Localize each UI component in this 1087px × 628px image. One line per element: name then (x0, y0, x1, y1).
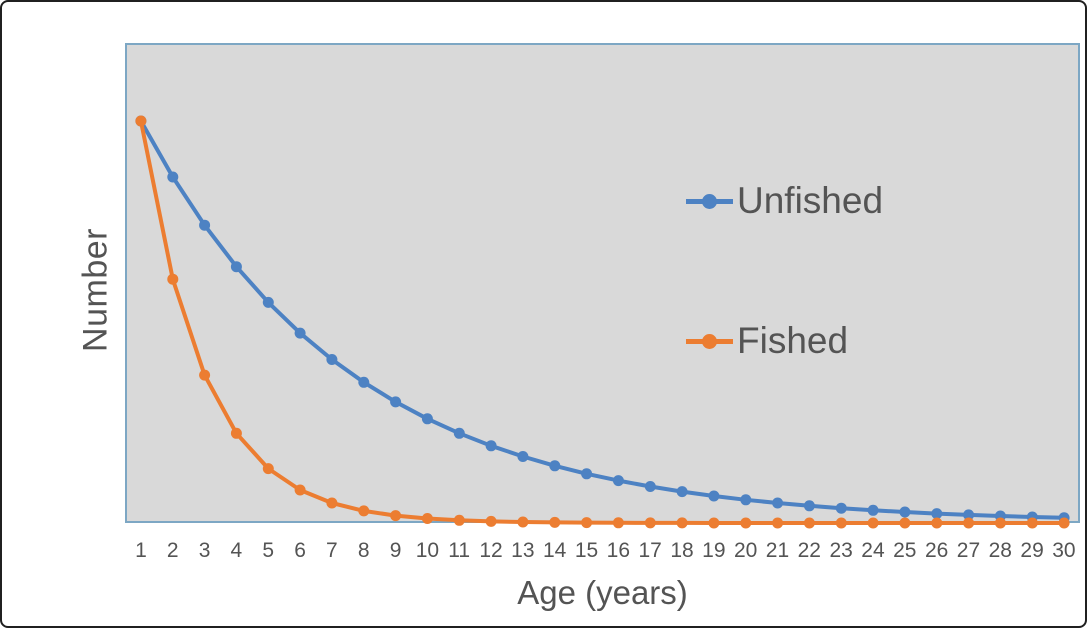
x-tick-label-26: 26 (924, 539, 949, 562)
unfished-series-marker-icon (686, 180, 733, 222)
x-tick-label-8: 8 (357, 539, 370, 562)
x-tick-label-19: 19 (702, 539, 726, 562)
x-tick-label-15: 15 (574, 539, 599, 562)
legend-item-fished: Fished (686, 320, 848, 362)
legend-item-unfished: Unfished (686, 180, 883, 222)
y-axis-title: Number (76, 228, 115, 352)
x-tick-label-18: 18 (670, 539, 694, 562)
x-tick-label-11: 11 (448, 539, 471, 562)
x-tick-label-17: 17 (638, 539, 662, 562)
x-axis-title: Age (years) (517, 574, 688, 611)
legend-label-unfished: Unfished (737, 180, 884, 221)
x-tick-label-1: 1 (135, 539, 147, 562)
x-tick-label-9: 9 (389, 539, 402, 562)
x-tick-label-25: 25 (893, 539, 917, 562)
x-tick-label-10: 10 (415, 539, 440, 562)
x-tick-label-12: 12 (479, 539, 503, 562)
x-tick-label-23: 23 (829, 539, 853, 562)
x-tick-label-14: 14 (543, 539, 567, 562)
legend-label-fished: Fished (737, 320, 849, 361)
x-tick-label-30: 30 (1052, 539, 1076, 562)
x-tick-label-5: 5 (262, 539, 275, 562)
x-tick-label-20: 20 (733, 539, 758, 562)
fished-legend-dot (702, 334, 717, 349)
x-tick-label-4: 4 (230, 539, 243, 562)
x-axis-tick-labels: 1 2 3 4 5 6 7 8 9 10 11 12 13 14 15 16 17 18 19 20 21 22 23 24 2… (125, 539, 1080, 563)
x-tick-label-7: 7 (326, 539, 338, 562)
x-tick-label-6: 6 (294, 539, 306, 562)
x-tick-label-28: 28 (988, 539, 1012, 562)
plot-area (125, 43, 1080, 523)
x-tick-label-16: 16 (606, 539, 631, 562)
fished-series-marker-icon (686, 320, 733, 362)
x-tick-label-3: 3 (198, 539, 211, 562)
x-tick-label-29: 29 (1020, 539, 1044, 562)
x-tick-label-27: 27 (956, 539, 981, 562)
x-tick-label-2: 2 (166, 539, 179, 562)
x-tick-label-13: 13 (511, 539, 535, 562)
unfished-legend-dot (702, 194, 717, 209)
x-tick-label-22: 22 (797, 539, 821, 562)
x-tick-label-21: 21 (765, 539, 790, 562)
x-tick-label-24: 24 (861, 539, 885, 562)
